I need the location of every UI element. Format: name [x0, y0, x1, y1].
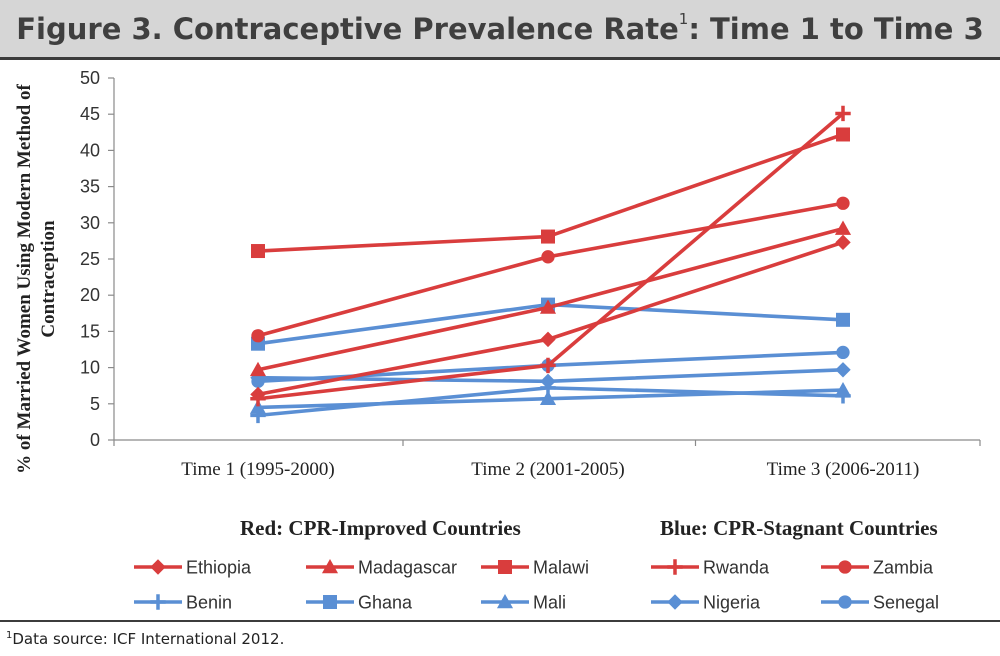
legend-item-ethiopia: Ethiopia — [134, 558, 252, 578]
series-mali — [249, 381, 852, 414]
data-source-footnote: 1Data source: ICF International 2012. — [6, 630, 284, 648]
series-malawi — [251, 127, 850, 259]
data-point-rwanda — [540, 357, 556, 374]
data-point-madagascar — [539, 299, 557, 314]
axes: 0 5 10 15 20 25 30 35 40 45 50 Time 1 (1995-2000) Ti… — [14, 68, 981, 480]
legend-item-ghana: Ghana — [306, 593, 413, 613]
y-tick-label: 50 — [80, 68, 100, 88]
legend-item-zambia: Zambia — [821, 558, 934, 578]
legend-swatch-marker — [323, 595, 337, 609]
legend-label: Ghana — [358, 593, 413, 613]
data-point-rwanda — [835, 105, 851, 122]
legend-label: Benin — [186, 593, 232, 613]
legend-label: Madagascar — [358, 558, 457, 578]
legend-swatch-marker — [498, 560, 512, 574]
data-point-madagascar — [834, 220, 852, 235]
legend-label: Ethiopia — [186, 558, 252, 578]
legend-item-benin: Benin — [134, 593, 232, 613]
legend-swatch-marker — [496, 593, 514, 609]
chart-title: Figure 3. Contraceptive Prevalence Rate 1… — [0, 0, 1000, 60]
legend-label: Rwanda — [703, 558, 770, 578]
data-point-ethiopia — [540, 331, 556, 348]
data-point-zambia — [836, 196, 850, 210]
legend-group-stagnant: Blue: CPR-Stagnant Countries — [660, 516, 938, 540]
data-point-malawi — [251, 244, 265, 259]
series-rwanda — [250, 105, 851, 407]
data-point-mali — [249, 399, 267, 414]
data-point-ghana — [836, 312, 850, 327]
y-axis-label: Contraception — [38, 220, 59, 338]
legend-label: Senegal — [873, 593, 939, 613]
y-tick-label: 40 — [80, 140, 100, 160]
legend-swatch-marker — [667, 594, 683, 610]
legend-item-malawi: Malawi — [481, 558, 589, 578]
footnote-text: Data source: ICF International 2012. — [12, 630, 285, 648]
legend-label: Mali — [533, 593, 566, 613]
data-point-zambia — [541, 250, 555, 264]
data-point-malawi — [541, 229, 555, 244]
legend-swatch-marker — [838, 560, 852, 574]
legend: Red: CPR-Improved Countries Blue: CPR-Sta… — [134, 516, 939, 613]
footnote-marker: 1 — [6, 630, 13, 641]
legend-group-improved: Red: CPR-Improved Countries — [240, 516, 521, 540]
x-tick-label: Time 2 (2001-2005) — [471, 459, 624, 480]
x-tick-label: Time 3 (2006-2011) — [767, 459, 920, 480]
legend-label: Malawi — [533, 558, 589, 578]
x-tick-label: Time 1 (1995-2000) — [181, 459, 334, 480]
y-tick-label: 45 — [80, 104, 100, 124]
series-madagascar — [249, 220, 852, 377]
data-point-madagascar — [249, 361, 267, 377]
y-tick-label: 15 — [80, 321, 100, 341]
y-tick-label: 20 — [80, 285, 100, 305]
y-tick-label: 0 — [90, 430, 100, 450]
y-tick-label: 5 — [90, 394, 100, 414]
chart-title-footnote-marker: 1 — [678, 9, 689, 28]
legend-item-madagascar: Madagascar — [306, 558, 457, 578]
line-chart: 0 5 10 15 20 25 30 35 40 45 50 Time 1 (1995-2000) Ti… — [14, 68, 981, 613]
legend-swatch-marker — [150, 594, 166, 610]
footer-divider — [0, 620, 1000, 622]
data-point-nigeria — [540, 373, 556, 390]
data-point-senegal — [836, 345, 850, 360]
y-tick-label: 25 — [80, 249, 100, 269]
legend-label: Nigeria — [703, 593, 761, 613]
data-point-rwanda — [250, 391, 266, 407]
y-axis-label: % of Married Women Using Modern Method o… — [14, 84, 35, 474]
legend-swatch-marker — [667, 559, 683, 575]
y-tick-label: 10 — [80, 358, 100, 378]
legend-swatch-marker — [838, 595, 852, 609]
series-zambia — [251, 196, 850, 343]
data-point-malawi — [836, 127, 850, 142]
data-point-senegal — [251, 374, 265, 389]
legend-item-nigeria: Nigeria — [651, 593, 761, 613]
data-point-zambia — [251, 329, 265, 343]
y-tick-label: 35 — [80, 177, 100, 197]
y-tick-label: 30 — [80, 213, 100, 233]
series-lines — [249, 105, 852, 424]
data-point-nigeria — [835, 362, 851, 378]
chart-title-tail: : Time 1 to Time 3 — [688, 11, 984, 46]
chart-title-main: Figure 3. Contraceptive Prevalence Rate — [16, 11, 679, 46]
legend-swatch-marker — [321, 558, 339, 574]
legend-label: Zambia — [873, 558, 934, 578]
legend-item-rwanda: Rwanda — [651, 558, 770, 578]
legend-swatch-marker — [150, 559, 166, 575]
data-point-ethiopia — [835, 234, 851, 251]
legend-item-mali: Mali — [481, 593, 566, 613]
data-point-mali — [834, 381, 852, 397]
legend-item-senegal: Senegal — [821, 593, 939, 613]
data-point-mali — [539, 390, 557, 406]
